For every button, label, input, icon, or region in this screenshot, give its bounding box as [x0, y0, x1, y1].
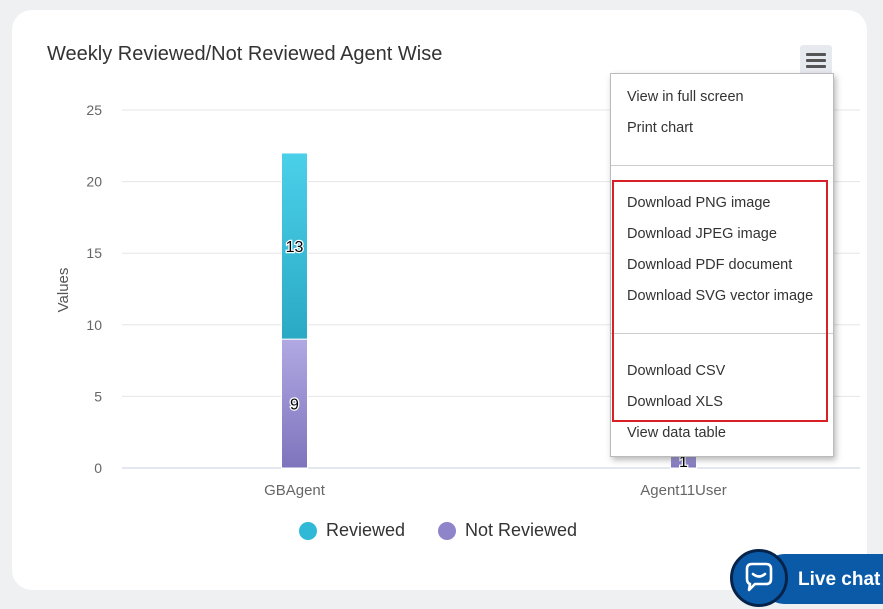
data-label: 9: [290, 397, 299, 414]
menu-item-download-pdf[interactable]: Download PDF document: [627, 257, 793, 273]
x-tick-label: GBAgent: [264, 482, 326, 499]
y-tick-label: 10: [86, 317, 102, 333]
menu-item-print[interactable]: Print chart: [627, 120, 694, 136]
menu-item-download-svg[interactable]: Download SVG vector image: [627, 288, 814, 304]
chart-title: Weekly Reviewed/Not Reviewed Agent Wise: [47, 43, 443, 65]
menu-item-download-png[interactable]: Download PNG image: [627, 195, 771, 211]
y-tick-label: 5: [94, 388, 102, 404]
live-chat-button[interactable]: Live chat: [730, 549, 883, 609]
y-axis-label: Values: [55, 268, 72, 313]
export-menu: View in full screen Print chart Download…: [610, 73, 834, 457]
menu-separator: [611, 165, 833, 166]
menu-item-download-jpeg[interactable]: Download JPEG image: [627, 226, 777, 242]
x-tick-label: Agent11User: [640, 482, 726, 499]
data-label: 13: [286, 239, 304, 256]
live-chat-label: Live chat: [798, 569, 881, 590]
menu-separator: [611, 333, 833, 334]
bar-segment[interactable]: [281, 152, 308, 340]
legend-label-not-reviewed: Not Reviewed: [465, 520, 578, 540]
y-tick-label: 0: [94, 460, 102, 476]
legend-item-not-reviewed[interactable]: Not Reviewed: [438, 520, 577, 541]
chart-legend: Reviewed Not Reviewed: [0, 520, 883, 546]
menu-item-download-csv[interactable]: Download CSV: [627, 363, 726, 379]
chart-menu-button[interactable]: [800, 45, 832, 75]
legend-label-reviewed: Reviewed: [326, 520, 406, 540]
menu-item-view-data-table[interactable]: View data table: [627, 425, 726, 441]
data-label: 1: [679, 454, 688, 471]
legend-marker-not-reviewed: [438, 521, 456, 540]
y-tick-label: 15: [86, 245, 102, 261]
legend-marker-reviewed: [299, 521, 317, 540]
chat-bubble-icon: [730, 549, 788, 607]
y-tick-label: 25: [86, 102, 102, 118]
menu-item-fullscreen[interactable]: View in full screen: [627, 89, 744, 105]
bars: 9 13 1: [281, 152, 697, 472]
y-axis-ticks: 0 5 10 15 20 25: [86, 102, 102, 476]
menu-item-download-xls[interactable]: Download XLS: [627, 394, 723, 410]
legend-item-reviewed[interactable]: Reviewed: [299, 520, 405, 541]
y-tick-label: 20: [86, 174, 102, 190]
bar-segment[interactable]: [281, 338, 308, 469]
x-axis-ticks: GBAgent Agent11User: [264, 482, 727, 499]
